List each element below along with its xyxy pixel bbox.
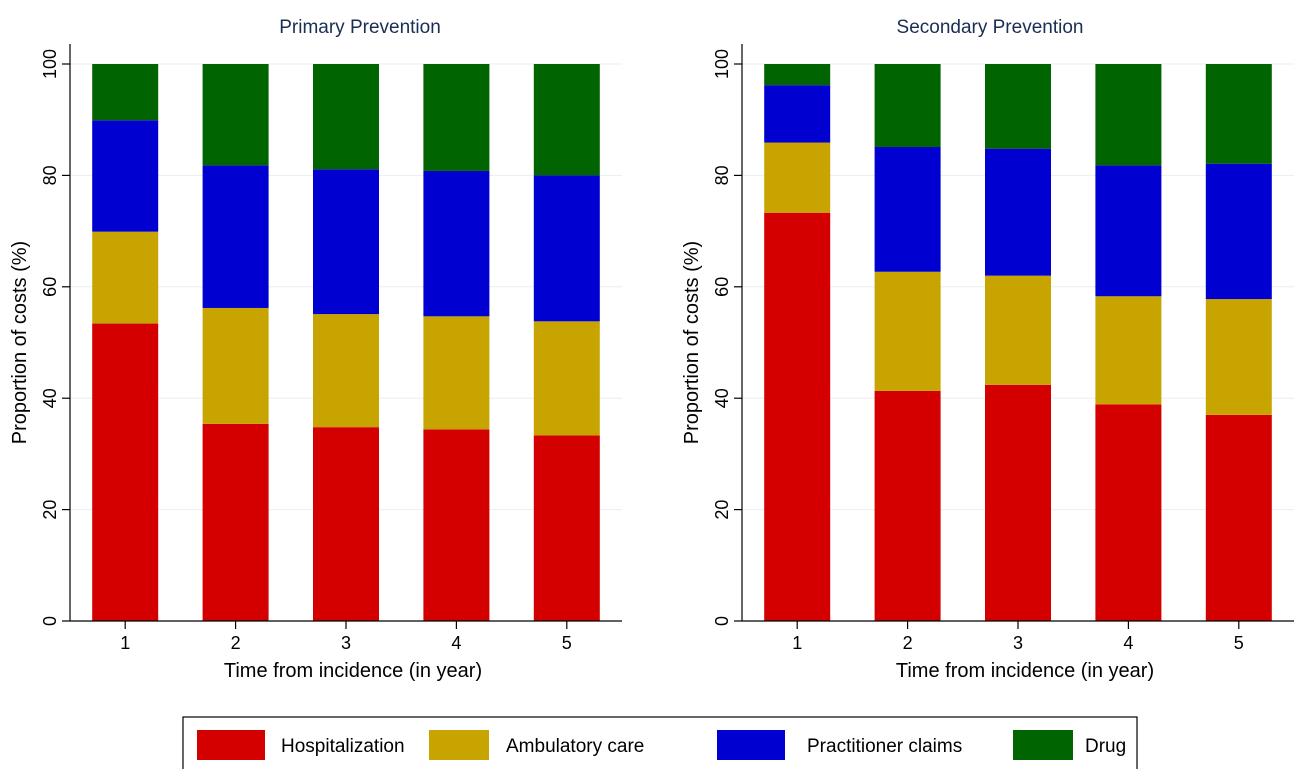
primary-prevention-y-axis-label: Proportion of costs (%) — [9, 241, 31, 444]
legend-swatch-drug — [1013, 730, 1073, 760]
secondary-prevention-bar-practitioner-claims-year-5 — [1205, 163, 1272, 300]
secondary-prevention-y-tick-label: 80 — [712, 165, 732, 185]
secondary-prevention-bar-ambulatory-care-year-2 — [874, 271, 941, 391]
legend: Hospitalization Ambulatory care Practiti… — [182, 716, 1138, 769]
primary-prevention-bar-practitioner-claims-year-3 — [313, 169, 379, 315]
secondary-prevention-x-tick-label: 5 — [1234, 633, 1244, 653]
secondary-prevention-y-tick-label: 60 — [712, 277, 732, 297]
primary-prevention-bar-drug-year-3 — [313, 64, 379, 170]
secondary-prevention-bar-practitioner-claims-year-2 — [874, 146, 941, 272]
secondary-prevention-bar-hospitalization-year-3 — [985, 384, 1051, 621]
secondary-prevention-bar-practitioner-claims-year-1 — [764, 85, 831, 143]
secondary-prevention-bar-drug-year-2 — [874, 64, 941, 147]
primary-prevention-bar-hospitalization-year-3 — [313, 427, 379, 621]
legend-frame — [182, 716, 1138, 769]
secondary-prevention-x-tick-label: 3 — [1013, 633, 1023, 653]
primary-prevention-y-tick-label: 100 — [40, 49, 60, 79]
primary-prevention-bar-ambulatory-care-year-5 — [533, 321, 600, 436]
legend-label-ambulatory-care: Ambulatory care — [506, 736, 644, 757]
legend-label-hospitalization: Hospitalization — [281, 736, 405, 757]
secondary-prevention-y-tick-label: 100 — [712, 49, 732, 79]
primary-prevention-bar-ambulatory-care-year-2 — [202, 307, 269, 424]
primary-prevention-bar-practitioner-claims-year-2 — [202, 165, 269, 308]
primary-prevention-y-tick-label: 60 — [40, 277, 60, 297]
secondary-prevention-y-tick-label: 40 — [712, 388, 732, 408]
secondary-prevention-x-tick-label: 4 — [1123, 633, 1133, 653]
legend-label-drug: Drug — [1085, 736, 1126, 757]
primary-prevention-y-tick-label: 0 — [40, 616, 60, 626]
primary-prevention-y-tick-label: 80 — [40, 165, 60, 185]
primary-prevention-panel: 0 20 40 60 80 100 1 2 3 4 5 Primary Prevention Time … — [9, 17, 622, 682]
primary-prevention-bar-drug-year-4 — [423, 64, 490, 171]
primary-prevention-bar-hospitalization-year-2 — [202, 423, 269, 621]
primary-prevention-bar-hospitalization-year-1 — [92, 323, 159, 621]
primary-prevention-y-tick-label: 20 — [40, 500, 60, 520]
secondary-prevention-bar-hospitalization-year-1 — [764, 212, 831, 621]
primary-prevention-x-axis-label: Time from incidence (in year) — [224, 660, 482, 682]
primary-prevention-bar-practitioner-claims-year-5 — [533, 175, 600, 322]
secondary-prevention-bar-practitioner-claims-year-3 — [985, 148, 1051, 276]
primary-prevention-bar-practitioner-claims-year-1 — [92, 120, 159, 232]
secondary-prevention-bar-ambulatory-care-year-5 — [1205, 299, 1272, 415]
secondary-prevention-bar-hospitalization-year-4 — [1095, 404, 1162, 621]
secondary-prevention-bar-drug-year-4 — [1095, 64, 1162, 166]
secondary-prevention-bar-hospitalization-year-2 — [874, 390, 941, 621]
primary-prevention-y-tick-label: 40 — [40, 388, 60, 408]
secondary-prevention-panel: 0 20 40 60 80 100 1 2 3 4 5 Secondary Prevention Tim… — [681, 17, 1294, 682]
primary-prevention-title: Primary Prevention — [279, 17, 441, 38]
legend-swatch-hospitalization — [197, 730, 265, 760]
primary-prevention-bar-hospitalization-year-5 — [533, 435, 600, 621]
secondary-prevention-bar-drug-year-3 — [985, 64, 1051, 149]
primary-prevention-bar-ambulatory-care-year-1 — [92, 231, 159, 324]
legend-label-practitioner-claims: Practitioner claims — [807, 736, 962, 757]
legend-swatch-ambulatory-care — [429, 730, 489, 760]
secondary-prevention-bar-ambulatory-care-year-1 — [764, 142, 831, 213]
primary-prevention-bar-ambulatory-care-year-3 — [313, 314, 379, 428]
secondary-prevention-y-axis-label: Proportion of costs (%) — [681, 241, 703, 444]
secondary-prevention-y-tick-label: 0 — [712, 616, 732, 626]
secondary-prevention-x-tick-label: 2 — [903, 633, 913, 653]
primary-prevention-bar-ambulatory-care-year-4 — [423, 316, 490, 430]
primary-prevention-x-tick-label: 2 — [231, 633, 241, 653]
primary-prevention-bar-drug-year-1 — [92, 64, 159, 121]
primary-prevention-bar-practitioner-claims-year-4 — [423, 170, 490, 317]
primary-prevention-x-tick-label: 5 — [562, 633, 572, 653]
secondary-prevention-bar-hospitalization-year-5 — [1205, 414, 1272, 621]
secondary-prevention-bar-drug-year-1 — [764, 64, 831, 86]
legend-swatch-practitioner-claims — [717, 730, 785, 760]
primary-prevention-x-tick-label: 4 — [451, 633, 461, 653]
secondary-prevention-bar-drug-year-5 — [1205, 64, 1272, 164]
primary-prevention-bar-drug-year-5 — [533, 64, 600, 176]
secondary-prevention-y-tick-label: 20 — [712, 500, 732, 520]
primary-prevention-bar-hospitalization-year-4 — [423, 429, 490, 621]
primary-prevention-bar-drug-year-2 — [202, 64, 269, 166]
secondary-prevention-x-axis-label: Time from incidence (in year) — [896, 660, 1154, 682]
secondary-prevention-x-tick-label: 1 — [792, 633, 802, 653]
secondary-prevention-title: Secondary Prevention — [897, 17, 1084, 38]
secondary-prevention-bar-ambulatory-care-year-3 — [985, 275, 1051, 385]
secondary-prevention-bar-ambulatory-care-year-4 — [1095, 296, 1162, 405]
primary-prevention-x-tick-label: 1 — [120, 633, 130, 653]
primary-prevention-x-tick-label: 3 — [341, 633, 351, 653]
secondary-prevention-bar-practitioner-claims-year-4 — [1095, 165, 1162, 297]
